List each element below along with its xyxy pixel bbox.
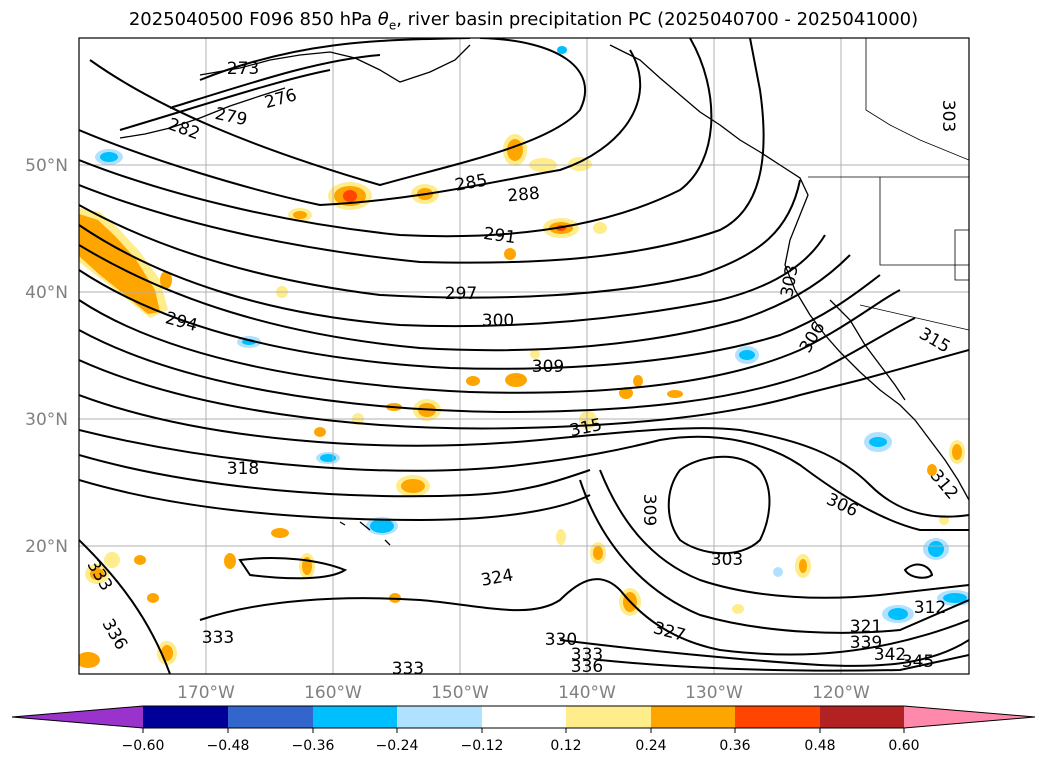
- colorbar-tick-label: −0.36: [292, 738, 335, 754]
- positive-anomaly-cell: [732, 604, 744, 614]
- contour-label: 339: [850, 633, 882, 653]
- contour-label: 300: [482, 311, 514, 331]
- contour-label: 333: [392, 659, 424, 679]
- lat-label-20n: 20°N: [25, 537, 68, 557]
- contour-label: 288: [507, 184, 541, 207]
- positive-anomaly-cell: [271, 528, 289, 538]
- positive-anomaly-cell: [667, 390, 683, 398]
- contour-label: 297: [445, 284, 477, 304]
- positive-anomaly-cell: [505, 373, 527, 387]
- contour-label: 303: [711, 550, 743, 570]
- colorbar-segment: [820, 706, 904, 728]
- positive-anomaly-cell: [314, 427, 326, 437]
- positive-anomaly-cell: [568, 157, 592, 171]
- map-title: 2025040500 F096 850 hPa θe, river basin …: [128, 9, 919, 33]
- map-frame: [78, 37, 970, 675]
- negative-anomaly-cell: [888, 608, 908, 620]
- colorbar-segment: [143, 706, 228, 728]
- colorbar-tick-label: 0.60: [888, 738, 919, 754]
- colorbar: −0.60 −0.48 −0.36 −0.24 −0.12 0.12 0.24 …: [11, 705, 1036, 754]
- negative-anomaly-cell: [739, 350, 755, 360]
- colorbar-extend-low: [12, 706, 143, 728]
- positive-anomaly-cell: [633, 375, 643, 387]
- positive-anomaly-cell: [401, 479, 425, 493]
- colorbar-segment: [735, 706, 820, 728]
- theta-e-contours: [79, 38, 969, 674]
- positive-anomaly-cell: [952, 444, 962, 460]
- negative-anomaly-cell: [370, 519, 394, 533]
- positive-anomaly-cell: [147, 593, 159, 603]
- positive-anomaly-cell: [224, 553, 236, 569]
- contour-label: 333: [202, 628, 234, 648]
- positive-anomaly-cell: [593, 546, 603, 560]
- colorbar-segment: [313, 706, 397, 728]
- latitude-labels: 50°N 40°N 30°N 20°N: [25, 156, 68, 557]
- lat-label-50n: 50°N: [25, 156, 68, 176]
- lon-label-140w: 140°W: [558, 683, 616, 703]
- lon-label-150w: 150°W: [431, 683, 489, 703]
- positive-anomaly-cell: [799, 559, 807, 573]
- contour-label: 303: [938, 100, 958, 132]
- colorbar-tick-label: 0.48: [804, 738, 835, 754]
- contour-label: 342: [874, 645, 906, 665]
- colorbar-tick-label: 0.36: [719, 738, 750, 754]
- colorbar-tick-label: −0.12: [461, 738, 504, 754]
- positive-anomaly-cell: [507, 139, 523, 161]
- negative-anomaly-cell: [869, 437, 887, 447]
- positive-anomaly-cell: [504, 248, 516, 260]
- positive-anomaly-cell: [593, 222, 607, 234]
- borders: [808, 38, 969, 331]
- positive-anomaly-cell: [134, 555, 146, 565]
- contour-label-group: 273 276 279 282 285 288 291 294 297 300 …: [83, 59, 962, 679]
- contour-label: 321: [850, 617, 882, 637]
- positive-anomaly-cell: [619, 387, 633, 399]
- colorbar-tick-label: 0.12: [550, 738, 581, 754]
- contour-label: 336: [571, 657, 603, 677]
- lon-label-120w: 120°W: [812, 683, 870, 703]
- negative-anomaly-cell: [773, 567, 783, 577]
- contour-label: 330: [545, 630, 577, 650]
- positive-anomaly-cell: [90, 568, 104, 580]
- contour-label: 312: [914, 598, 946, 618]
- longitude-labels: 170°W 160°W 150°W 140°W 130°W 120°W: [177, 683, 870, 703]
- positive-anomaly-cell: [104, 552, 120, 568]
- negative-anomaly-cell: [100, 152, 118, 162]
- positive-anomaly-cell: [293, 211, 307, 219]
- positive-anomaly-cell: [927, 464, 937, 476]
- negative-anomaly-cell: [928, 541, 944, 557]
- contour-label: 309: [532, 357, 564, 377]
- positive-anomaly-cell: [466, 376, 480, 386]
- positive-anomaly-cell: [343, 190, 357, 202]
- colorbar-tick-label: 0.24: [635, 738, 666, 754]
- positive-anomaly-cell: [530, 349, 540, 359]
- colorbar-segment: [228, 706, 313, 728]
- graticule: [79, 38, 969, 674]
- contour-label: 345: [902, 652, 934, 672]
- colorbar-tick-label: −0.24: [376, 738, 419, 754]
- lat-label-40n: 40°N: [25, 283, 68, 303]
- colorbar-segment: [482, 706, 566, 728]
- lon-label-130w: 130°W: [685, 683, 743, 703]
- negative-anomaly-cell: [943, 593, 967, 603]
- positive-anomaly-cell: [160, 271, 172, 289]
- colorbar-segment: [651, 706, 735, 728]
- negative-anomaly-cell: [557, 46, 567, 54]
- contour-label: 318: [227, 459, 259, 479]
- colorbar-tick-label: −0.48: [207, 738, 250, 754]
- contour-label: 333: [571, 645, 603, 665]
- colorbar-segment: [566, 706, 651, 728]
- contour-label: 291: [482, 224, 517, 248]
- colorbar-tick-label: −0.60: [122, 738, 165, 754]
- colorbar-extend-high: [904, 706, 1035, 728]
- lon-label-160w: 160°W: [304, 683, 362, 703]
- positive-anomaly-cell: [556, 529, 566, 545]
- positive-anomaly-cell: [79, 652, 100, 668]
- contour-label: 273: [227, 59, 259, 79]
- lon-label-170w: 170°W: [177, 683, 235, 703]
- lat-label-30n: 30°N: [25, 410, 68, 430]
- contour-label: 309: [639, 494, 659, 526]
- colorbar-segment: [397, 706, 482, 728]
- negative-anomaly-cell: [320, 454, 336, 462]
